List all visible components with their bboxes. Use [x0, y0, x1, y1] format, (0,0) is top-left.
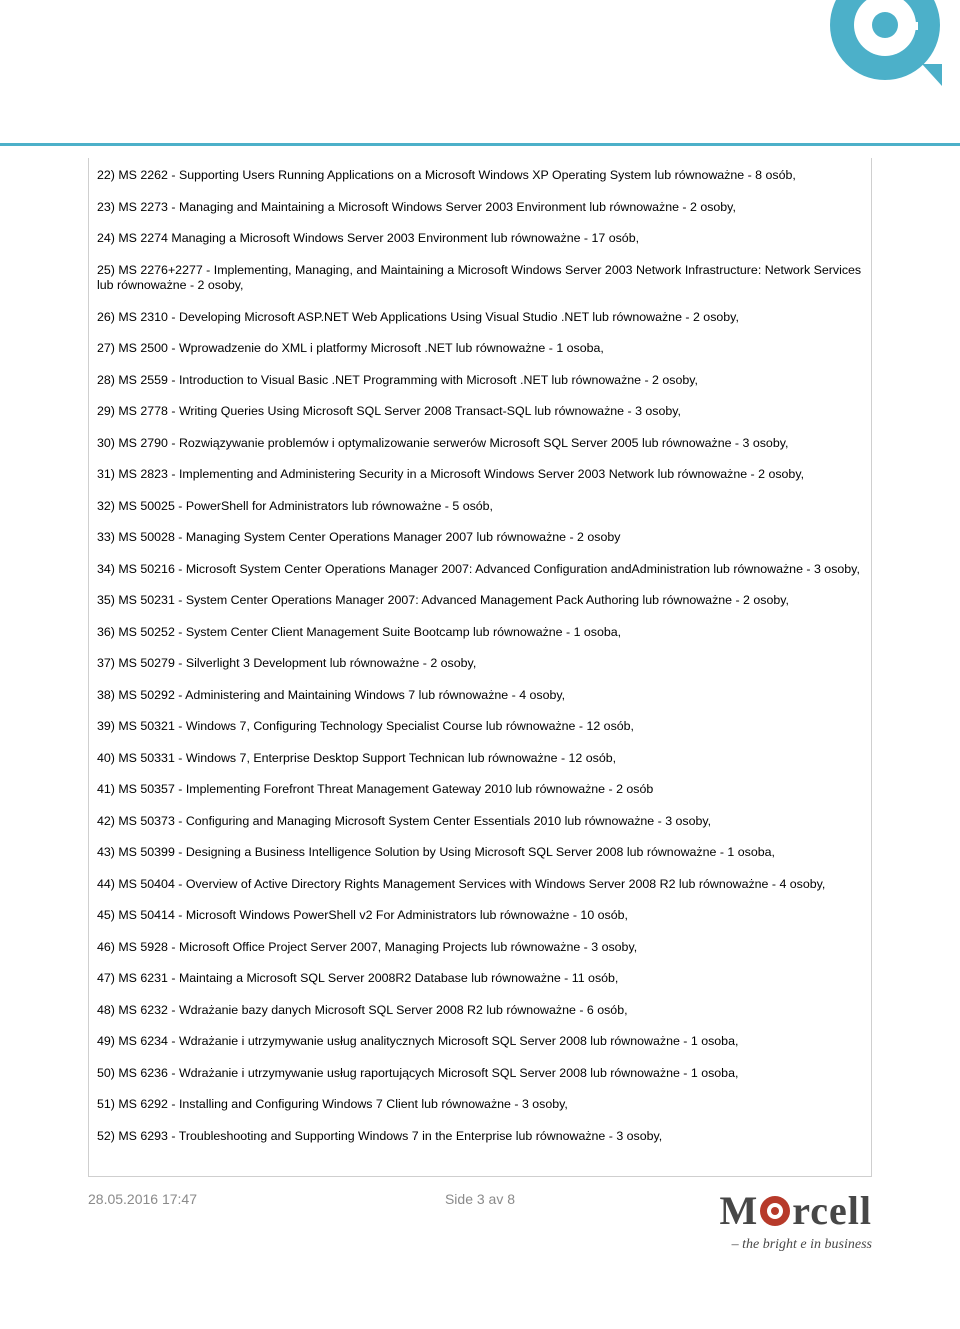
list-item: 24) MS 2274 Managing a Microsoft Windows… — [97, 231, 863, 247]
list-item: 44) MS 50404 - Overview of Active Direct… — [97, 877, 863, 893]
list-item: 50) MS 6236 - Wdrażanie i utrzymywanie u… — [97, 1066, 863, 1082]
page-content: 22) MS 2262 - Supporting Users Running A… — [0, 146, 960, 1271]
list-item: 32) MS 50025 - PowerShell for Administra… — [97, 499, 863, 515]
list-item: 45) MS 50414 - Microsoft Windows PowerSh… — [97, 908, 863, 924]
page-footer: 28.05.2016 17:47 Side 3 av 8 M rcell – t… — [88, 1177, 872, 1261]
list-item: 43) MS 50399 - Designing a Business Inte… — [97, 845, 863, 861]
footer-timestamp: 28.05.2016 17:47 — [88, 1191, 349, 1207]
brand-orb-icon — [760, 1196, 790, 1226]
list-item: 23) MS 2273 - Managing and Maintaining a… — [97, 200, 863, 216]
list-item: 22) MS 2262 - Supporting Users Running A… — [97, 168, 863, 184]
list-item: 34) MS 50216 - Microsoft System Center O… — [97, 562, 863, 578]
list-item: 29) MS 2778 - Writing Queries Using Micr… — [97, 404, 863, 420]
list-item: 25) MS 2276+2277 - Implementing, Managin… — [97, 263, 863, 294]
footer-page-number: Side 3 av 8 — [349, 1191, 610, 1207]
list-item: 47) MS 6231 - Maintaing a Microsoft SQL … — [97, 971, 863, 987]
list-item: 49) MS 6234 - Wdrażanie i utrzymywanie u… — [97, 1034, 863, 1050]
header-banner — [0, 0, 960, 146]
list-item: 37) MS 50279 - Silverlight 3 Development… — [97, 656, 863, 672]
list-item: 40) MS 50331 - Windows 7, Enterprise Des… — [97, 751, 863, 767]
footer-brand: M rcell – the bright e in business — [611, 1191, 872, 1253]
list-item: 31) MS 2823 - Implementing and Administe… — [97, 467, 863, 483]
list-item: 46) MS 5928 - Microsoft Office Project S… — [97, 940, 863, 956]
list-item: 39) MS 50321 - Windows 7, Configuring Te… — [97, 719, 863, 735]
brand-text-right: rcell — [792, 1191, 872, 1231]
list-item: 36) MS 50252 - System Center Client Mana… — [97, 625, 863, 641]
list-item: 28) MS 2559 - Introduction to Visual Bas… — [97, 373, 863, 389]
list-item: 48) MS 6232 - Wdrażanie bazy danych Micr… — [97, 1003, 863, 1019]
list-item: 33) MS 50028 - Managing System Center Op… — [97, 530, 863, 546]
corner-logo-icon — [830, 0, 950, 130]
list-card: 22) MS 2262 - Supporting Users Running A… — [88, 158, 872, 1177]
list-item: 38) MS 50292 - Administering and Maintai… — [97, 688, 863, 704]
list-item: 51) MS 6292 - Installing and Configuring… — [97, 1097, 863, 1113]
brand-text-left: M — [719, 1191, 758, 1231]
list-item: 27) MS 2500 - Wprowadzenie do XML i plat… — [97, 341, 863, 357]
mercell-logo-icon: M rcell — [719, 1191, 872, 1231]
brand-tagline: – the bright e in business — [732, 1237, 872, 1253]
list-item: 30) MS 2790 - Rozwiązywanie problemów i … — [97, 436, 863, 452]
list-item: 35) MS 50231 - System Center Operations … — [97, 593, 863, 609]
list-item: 41) MS 50357 - Implementing Forefront Th… — [97, 782, 863, 798]
list-item: 52) MS 6293 - Troubleshooting and Suppor… — [97, 1129, 863, 1145]
list-item: 26) MS 2310 - Developing Microsoft ASP.N… — [97, 310, 863, 326]
list-item: 42) MS 50373 - Configuring and Managing … — [97, 814, 863, 830]
